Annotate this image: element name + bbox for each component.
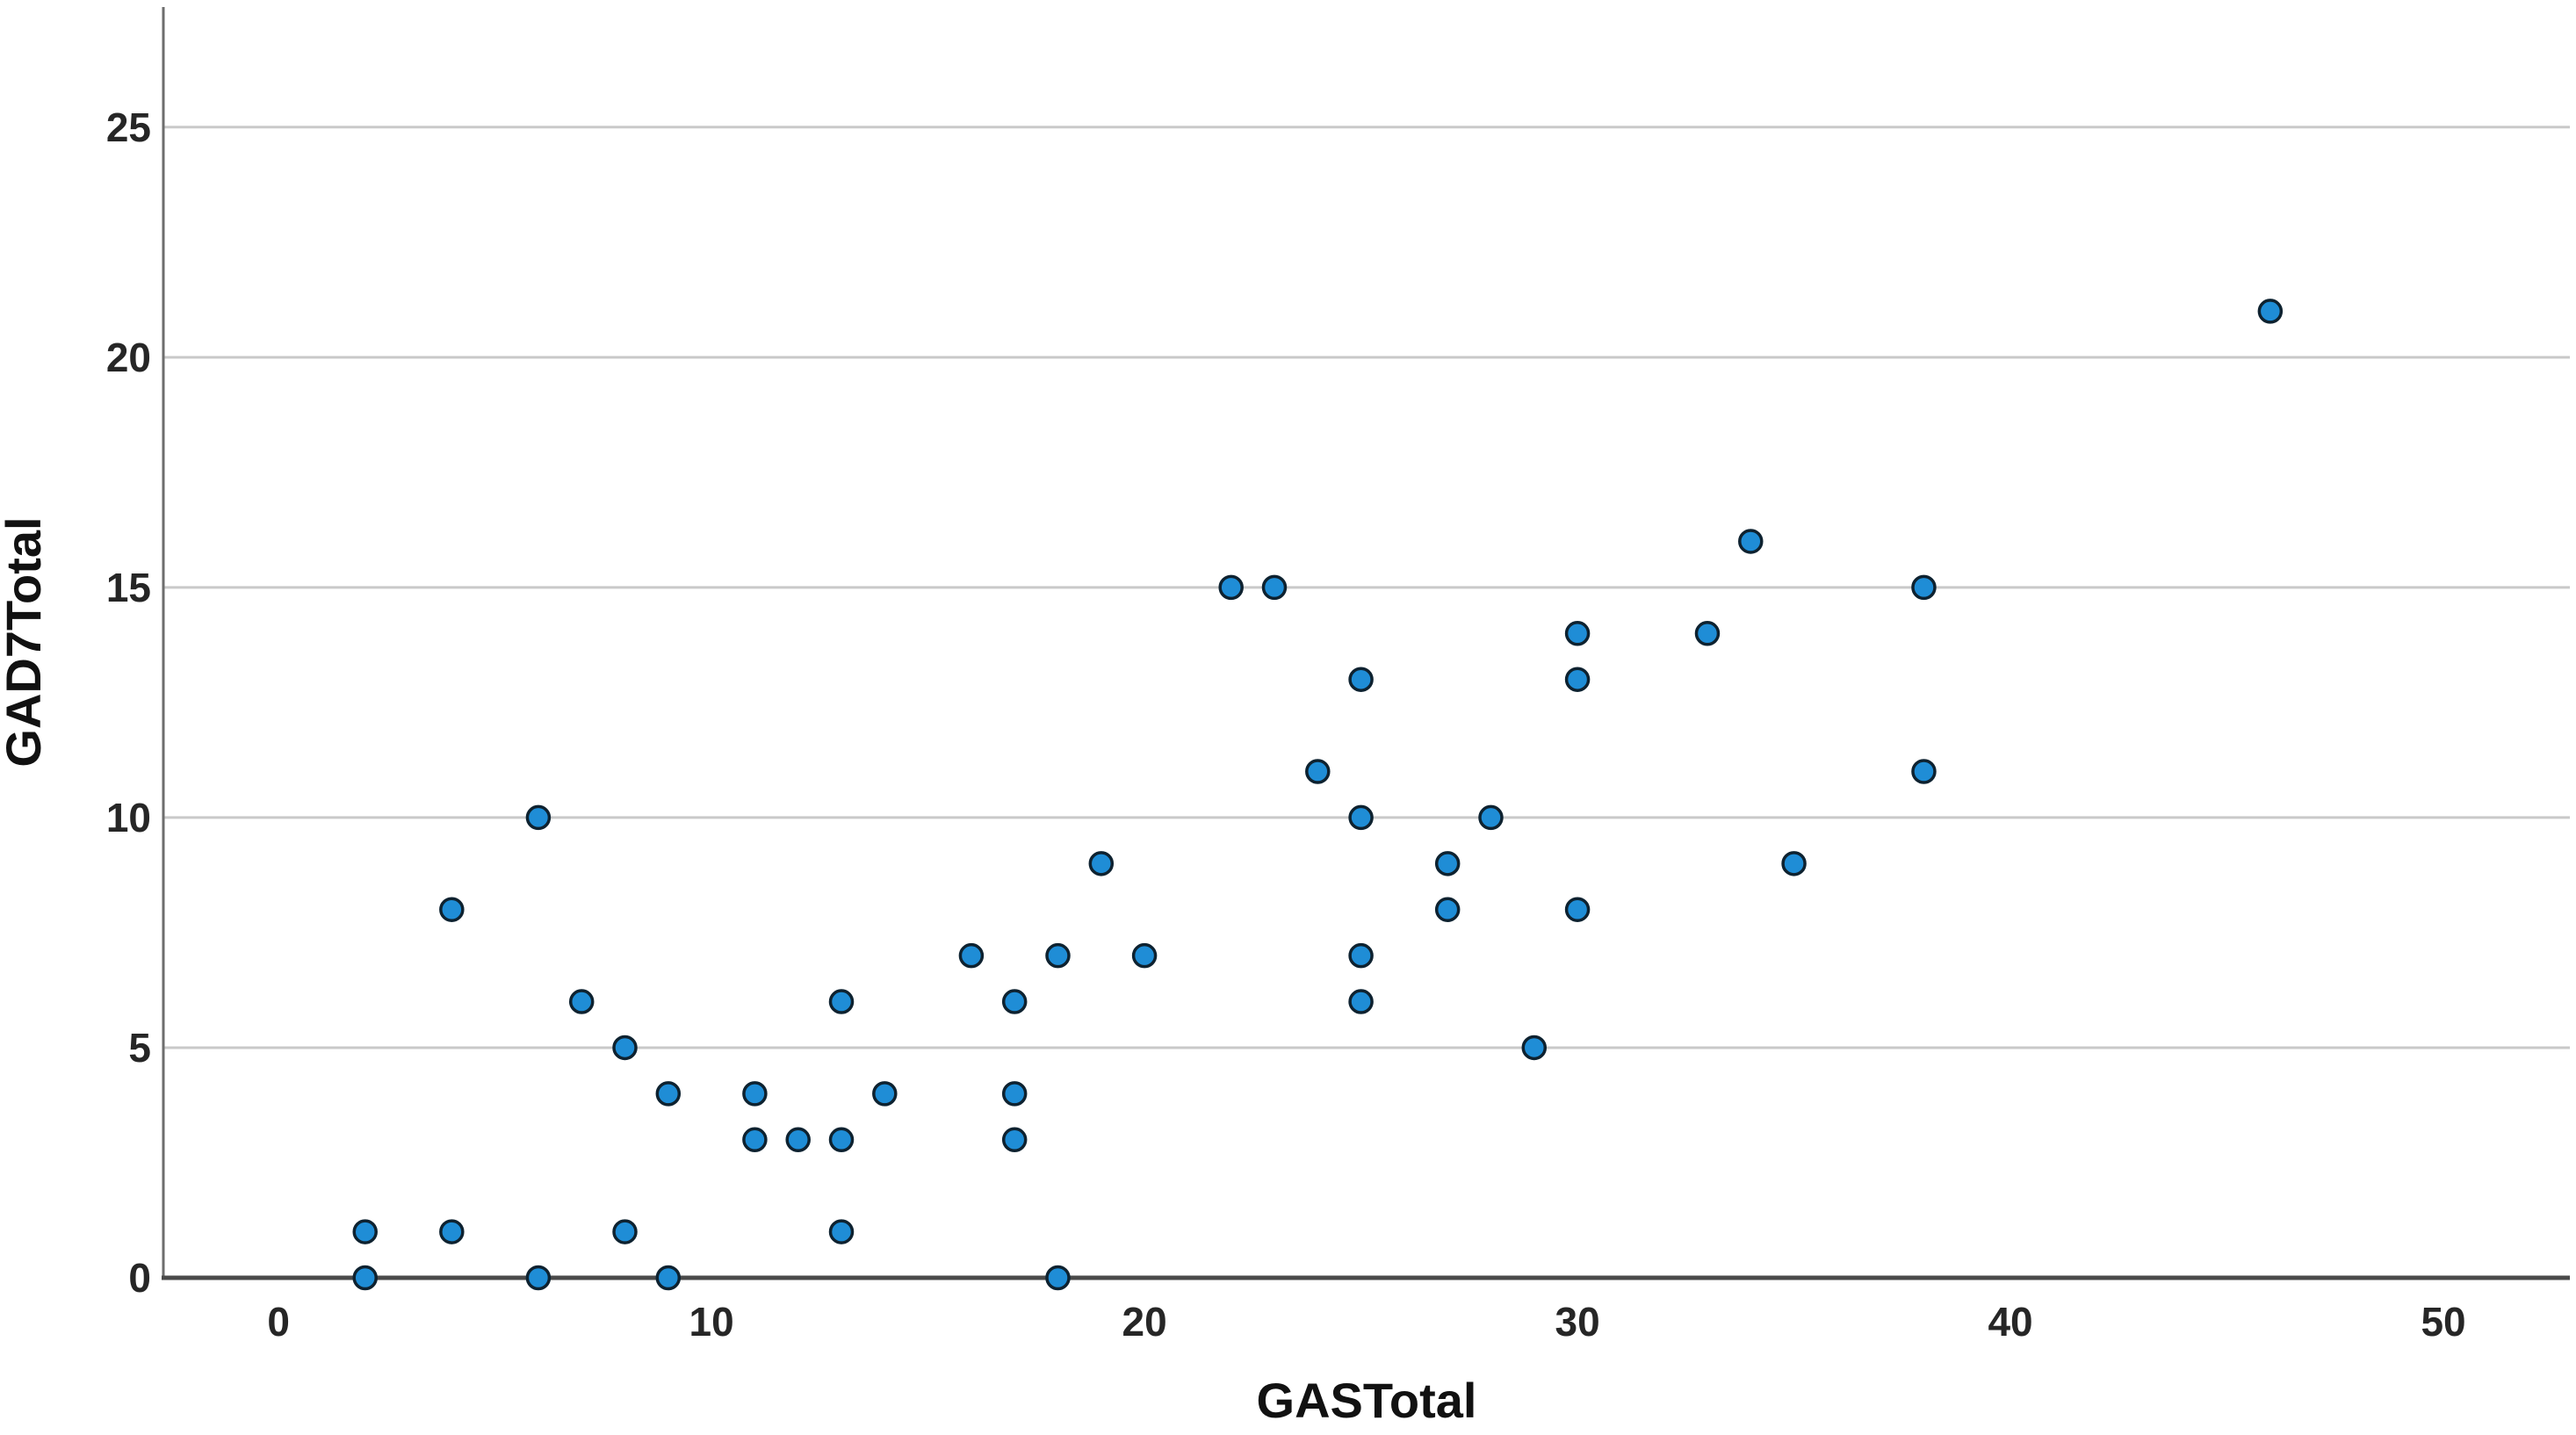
x-tick-label-0: 0 bbox=[267, 1299, 290, 1345]
data-point bbox=[1348, 989, 1374, 1014]
data-point bbox=[1434, 851, 1461, 876]
x-tick-label-30: 30 bbox=[1555, 1299, 1599, 1345]
x-tick-label-50: 50 bbox=[2421, 1299, 2465, 1345]
data-point bbox=[1261, 574, 1288, 601]
data-point bbox=[525, 1265, 552, 1291]
y-tick-label-0: 0 bbox=[128, 1255, 151, 1301]
data-point bbox=[1348, 804, 1374, 831]
data-point bbox=[2257, 299, 2284, 324]
data-point bbox=[872, 1081, 898, 1107]
data-point bbox=[828, 989, 855, 1014]
data-point bbox=[1564, 621, 1591, 646]
data-point bbox=[612, 1035, 638, 1061]
data-point bbox=[1088, 851, 1115, 876]
data-point bbox=[1348, 667, 1374, 692]
gridlines-group bbox=[163, 126, 2570, 1049]
data-point bbox=[1478, 804, 1504, 831]
data-point bbox=[1781, 851, 1807, 876]
y-tick-label-20: 20 bbox=[106, 335, 151, 380]
x-tick-labels-group: 0 10 20 30 40 50 bbox=[267, 1299, 2465, 1345]
y-tick-labels-group: 0 5 10 15 20 25 bbox=[106, 105, 151, 1301]
data-point bbox=[1564, 897, 1591, 922]
y-axis-title: GAD7Total bbox=[0, 516, 51, 767]
y-tick-label-10: 10 bbox=[106, 795, 151, 840]
data-point bbox=[525, 804, 552, 831]
data-point bbox=[568, 989, 595, 1014]
data-point bbox=[439, 897, 465, 922]
data-point bbox=[1001, 1081, 1028, 1107]
data-point bbox=[958, 942, 985, 969]
data-point bbox=[1434, 897, 1461, 922]
data-point bbox=[352, 1265, 378, 1291]
data-point bbox=[655, 1265, 682, 1291]
data-point bbox=[1001, 1127, 1028, 1153]
data-point bbox=[828, 1127, 855, 1153]
data-point bbox=[1694, 621, 1721, 646]
data-point bbox=[1305, 759, 1331, 784]
data-point bbox=[1911, 574, 1937, 601]
data-point bbox=[828, 1219, 855, 1244]
data-point bbox=[1131, 942, 1158, 969]
data-point bbox=[1738, 529, 1764, 554]
x-tick-label-40: 40 bbox=[1988, 1299, 2032, 1345]
data-point bbox=[1348, 942, 1374, 969]
data-point bbox=[655, 1081, 682, 1107]
data-point bbox=[1911, 759, 1937, 784]
data-point bbox=[785, 1127, 811, 1153]
data-point bbox=[1218, 574, 1244, 601]
data-point bbox=[1001, 989, 1028, 1014]
data-point bbox=[1521, 1035, 1548, 1061]
x-tick-label-20: 20 bbox=[1122, 1299, 1167, 1345]
y-tick-label-5: 5 bbox=[128, 1025, 151, 1071]
data-point bbox=[1564, 667, 1591, 692]
data-point bbox=[612, 1219, 638, 1244]
data-point bbox=[352, 1219, 378, 1244]
data-point bbox=[742, 1081, 768, 1107]
x-tick-label-10: 10 bbox=[689, 1299, 734, 1345]
data-point bbox=[1045, 942, 1071, 969]
data-point bbox=[742, 1127, 768, 1153]
data-point bbox=[439, 1219, 465, 1244]
y-tick-label-25: 25 bbox=[106, 105, 151, 150]
data-point bbox=[1045, 1265, 1071, 1291]
data-points-group bbox=[352, 299, 2284, 1291]
y-tick-label-15: 15 bbox=[106, 565, 151, 610]
x-axis-title: GASTotal bbox=[1257, 1373, 1477, 1428]
